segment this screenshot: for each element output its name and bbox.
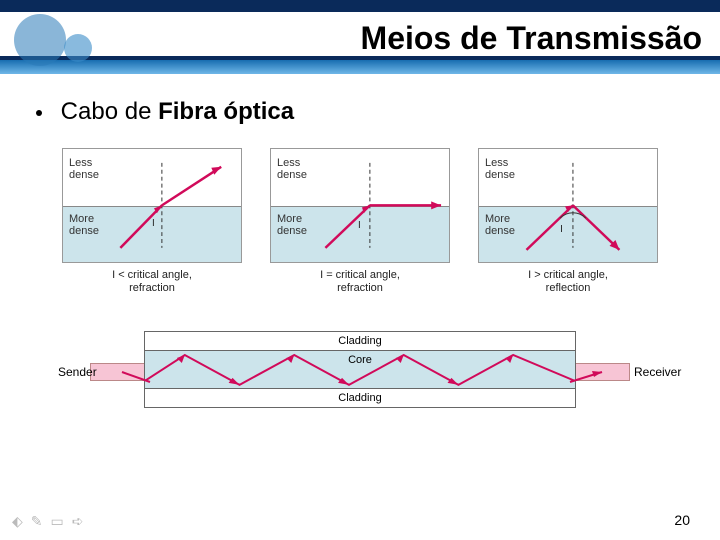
- nav-icon-3[interactable]: ▭: [51, 513, 64, 530]
- bullet-item: Cabo de Fibra óptica: [36, 98, 294, 126]
- panel2-caption2: refraction: [337, 282, 383, 294]
- page-number: 20: [674, 512, 690, 528]
- fiber-structure: Sender Receiver Cladding Core Cladding: [62, 327, 658, 437]
- ray-diagram-3: I: [479, 149, 657, 263]
- panel1-caption2: refraction: [129, 282, 175, 294]
- angle-marker: I: [358, 220, 361, 231]
- angle-marker: I: [152, 218, 155, 229]
- angle-marker: I: [560, 224, 563, 235]
- refraction-panel-2: Lessdense Moredense I I = critical angle…: [270, 148, 450, 295]
- nav-icon-4[interactable]: ➪: [72, 513, 84, 530]
- nav-icon-2[interactable]: ✎: [31, 513, 43, 530]
- panel1-caption1: I < critical angle,: [112, 269, 192, 281]
- refraction-panel-3: Lessdense Moredense I I > critical angle…: [478, 148, 658, 295]
- panel3-caption1: I > critical angle,: [528, 269, 608, 281]
- nav-icons: ⬖ ✎ ▭ ➪: [12, 513, 83, 530]
- refraction-panel-1: Lessdense Moredense I I < critical a: [62, 148, 242, 295]
- bullet-dot: [36, 110, 42, 116]
- page-title: Meios de Transmissão: [361, 20, 702, 56]
- panel3-caption2: reflection: [546, 282, 591, 294]
- panel2-caption1: I = critical angle,: [320, 269, 400, 281]
- bullet-text-bold: Fibra óptica: [158, 98, 294, 125]
- ray-diagram-1: I: [63, 149, 241, 263]
- diagram-region: Lessdense Moredense I I < critical a: [62, 148, 658, 437]
- bullet-text-prefix: Cabo de: [61, 98, 158, 125]
- ray-diagram-2: I: [271, 149, 449, 263]
- fiber-end-rays: [62, 327, 658, 437]
- nav-icon-1[interactable]: ⬖: [12, 513, 23, 530]
